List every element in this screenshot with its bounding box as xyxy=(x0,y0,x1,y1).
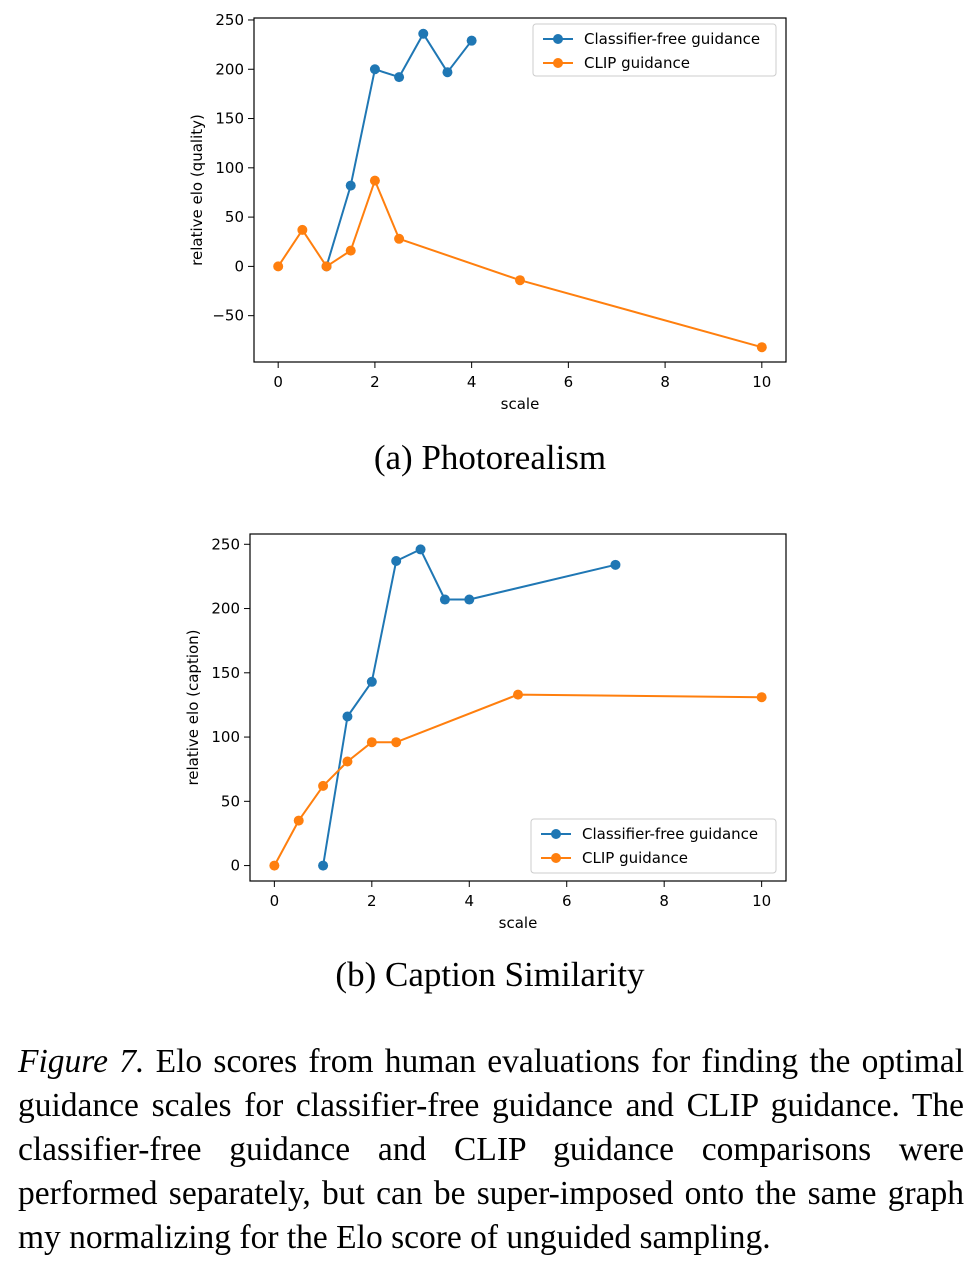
chart-a-data-point-clip xyxy=(369,175,380,186)
chart-b-data-point-clip xyxy=(756,692,767,703)
chart-b-data-point-classifier-free xyxy=(439,594,450,605)
chart-b-x-axis-label: scale xyxy=(499,914,538,932)
chart-b-x-tick-label: 4 xyxy=(464,892,474,910)
chart-b-data-point-clip xyxy=(342,756,353,767)
chart-b-data-point-classifier-free xyxy=(342,711,353,722)
chart-b-x-tick-label: 8 xyxy=(659,892,669,910)
chart-a-data-point-classifier-free xyxy=(442,67,453,78)
chart-a-y-tick-label: −50 xyxy=(212,307,244,325)
chart-a-y-tick-label: 250 xyxy=(215,11,244,29)
chart-b-data-point-clip xyxy=(293,815,304,826)
chart-a-x-tick-label: 10 xyxy=(752,373,771,391)
chart-a-y-tick-label: 50 xyxy=(225,208,244,226)
chart-a-data-point-clip xyxy=(515,275,525,286)
chart-b-y-tick-label: 150 xyxy=(211,664,240,682)
chart-a-data-point-clip xyxy=(321,261,332,272)
chart-a-x-axis-label: scale xyxy=(501,395,540,413)
chart-a-series-line-clip xyxy=(277,179,763,349)
chart-b-legend-label: CLIP guidance xyxy=(582,849,688,867)
chart-a-y-axis-label: relative elo (quality) xyxy=(188,114,206,266)
chart-b-x-tick-label: 2 xyxy=(367,892,377,910)
chart-b-data-point-clip xyxy=(391,737,402,748)
chart-a-y-tick-label: 0 xyxy=(234,257,244,275)
chart-a-data-point-clip xyxy=(345,245,356,256)
chart-a-x-tick-label: 8 xyxy=(660,373,670,391)
chart-b-legend-marker xyxy=(551,829,561,839)
chart-a-legend-label: CLIP guidance xyxy=(584,54,690,72)
chart-a-legend-marker xyxy=(553,34,563,44)
chart-a-data-point-clip xyxy=(394,233,405,244)
chart-a-x-tick-label: 0 xyxy=(273,373,283,391)
chart-a-data-point-classifier-free xyxy=(418,28,429,39)
chart-a-legend-box xyxy=(532,23,777,77)
chart-b-data-point-clip xyxy=(366,737,377,748)
figure-caption-text: Elo scores from human evaluations for fi… xyxy=(18,1043,964,1256)
chart-a-y-tick-label: 200 xyxy=(215,60,244,78)
chart-b-y-tick-label: 250 xyxy=(211,535,240,553)
chart-b-x-tick-label: 0 xyxy=(270,892,280,910)
figure-caption: Figure 7. Elo scores from human evaluati… xyxy=(18,1040,964,1260)
chart-b-data-point-clip xyxy=(318,780,329,791)
chart-b-y-tick-label: 100 xyxy=(211,728,240,746)
chart-b-data-point-clip xyxy=(513,689,523,700)
chart-b-plot-frame xyxy=(249,533,787,882)
chart-a-data-point-classifier-free xyxy=(369,64,380,75)
chart-a-x-tick-label: 2 xyxy=(370,373,380,391)
chart-a-legend: Classifier-free guidance CLIP guidance xyxy=(532,23,777,77)
chart-b-x-tick-label: 6 xyxy=(562,892,572,910)
chart-a-legend-marker xyxy=(553,58,563,68)
chart-a-y-tick-label: 100 xyxy=(215,159,244,177)
chart-b-y-tick-label: 50 xyxy=(221,792,240,810)
chart-a-x-tick-label: 4 xyxy=(467,373,477,391)
chart-b-data-point-classifier-free xyxy=(610,559,621,570)
subcaption-photorealism: (a) Photorealism xyxy=(373,438,607,477)
chart-b-data-point-clip xyxy=(269,860,280,871)
chart-b-data-point-classifier-free xyxy=(415,544,426,555)
chart-b-x-tick-label: 10 xyxy=(752,892,771,910)
chart-photorealism: 0 2 4 6 8 10 −50 0 50 100 150 200 250 scale relative e… xyxy=(188,11,787,413)
chart-b-legend-marker xyxy=(551,853,561,863)
subcaption-caption-similarity: (b) Caption Similarity xyxy=(335,955,645,994)
chart-a-plot-frame xyxy=(253,17,787,363)
chart-b-data-point-classifier-free xyxy=(464,594,475,605)
figure-label: Figure 7. xyxy=(18,1043,145,1080)
chart-a-data-point-classifier-free xyxy=(394,72,405,83)
chart-b-legend-box xyxy=(530,818,777,874)
chart-a-y-tick-label: 150 xyxy=(215,110,244,128)
chart-b-legend-label: Classifier-free guidance xyxy=(582,825,758,843)
chart-a-data-point-clip xyxy=(273,261,284,272)
chart-b-legend: Classifier-free guidance CLIP guidance xyxy=(530,818,777,874)
chart-b-data-point-classifier-free xyxy=(366,676,377,687)
chart-a-legend-label: Classifier-free guidance xyxy=(584,30,760,48)
chart-a-data-point-classifier-free xyxy=(345,180,356,191)
chart-b-data-point-classifier-free xyxy=(318,860,329,871)
chart-a-data-point-clip xyxy=(756,342,767,353)
chart-a-x-tick-label: 6 xyxy=(564,373,574,391)
chart-b-y-tick-label: 200 xyxy=(211,600,240,618)
chart-b-y-axis-label: relative elo (caption) xyxy=(184,629,202,785)
chart-b-y-tick-label: 0 xyxy=(230,857,240,875)
chart-b-series-line-clip xyxy=(273,693,762,867)
chart-b-data-point-classifier-free xyxy=(391,555,402,566)
chart-a-data-point-classifier-free xyxy=(466,35,477,46)
chart-a-data-point-clip xyxy=(297,224,308,235)
